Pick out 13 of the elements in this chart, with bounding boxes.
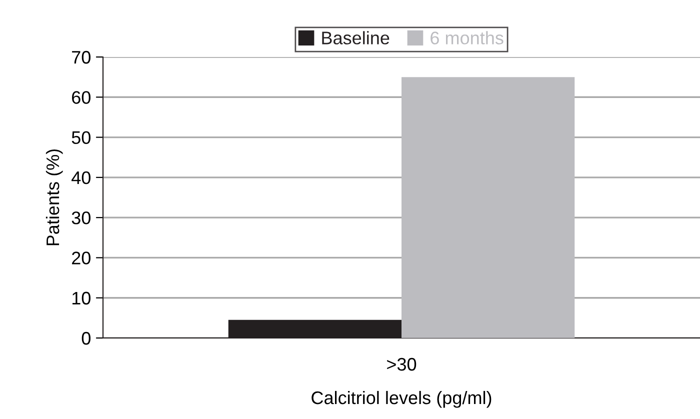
y-tick-label: 50 <box>72 131 90 144</box>
y-tick-label: 0 <box>82 332 90 345</box>
y-axis-title: Patients (%) <box>46 149 63 246</box>
legend-label: Baseline <box>322 31 390 44</box>
y-tick-label: 70 <box>72 50 90 64</box>
y-tick-label: 10 <box>72 292 90 305</box>
y-tick-label: 20 <box>72 252 90 264</box>
legend-label: 6 months <box>430 31 504 44</box>
y-tick-label: 60 <box>72 91 90 104</box>
y-tick-label: 40 <box>72 171 90 184</box>
y-tick-label: 30 <box>72 212 90 224</box>
x-tick-label: >30 <box>387 358 416 371</box>
x-axis-title: Calcitriol levels (pg/ml) <box>312 390 492 408</box>
